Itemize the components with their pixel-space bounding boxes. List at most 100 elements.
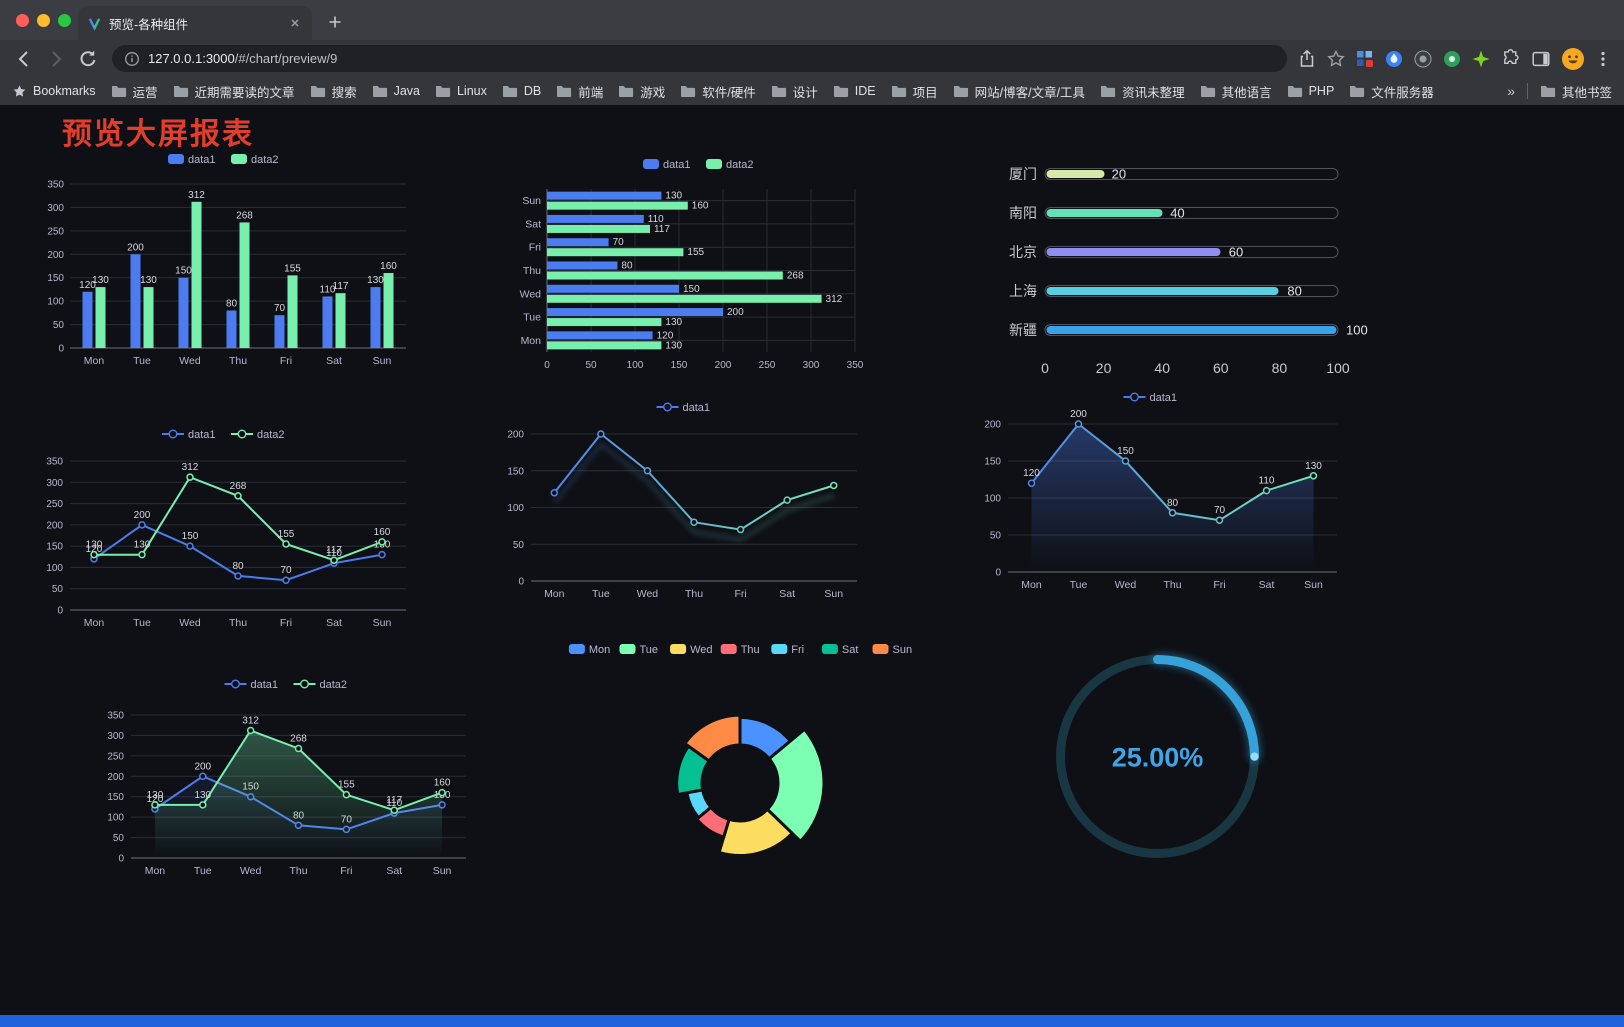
forward-button[interactable] bbox=[42, 45, 70, 73]
svg-text:150: 150 bbox=[507, 466, 524, 477]
url-path: /#/chart/preview/9 bbox=[234, 51, 338, 66]
back-button[interactable] bbox=[10, 45, 38, 73]
svg-text:100: 100 bbox=[984, 494, 1001, 505]
bookmark-folder[interactable]: 网站/博客/文章/工具 bbox=[953, 82, 1085, 101]
svg-text:data2: data2 bbox=[726, 159, 754, 171]
site-info-icon[interactable] bbox=[124, 51, 140, 67]
svg-text:data1: data1 bbox=[663, 159, 691, 171]
svg-text:Wed: Wed bbox=[240, 865, 262, 877]
window-zoom-button[interactable] bbox=[58, 14, 71, 27]
bookmark-folder[interactable]: Java bbox=[372, 84, 420, 98]
svg-text:Thu: Thu bbox=[685, 588, 703, 600]
svg-text:150: 150 bbox=[46, 542, 63, 553]
horizontal-bar-chart: data1 data2 0 50 100 150 200 250 300 350 Sun Sat Fri… bbox=[505, 153, 895, 378]
folder-icon bbox=[771, 86, 786, 97]
svg-text:120: 120 bbox=[79, 280, 96, 291]
side-panel-icon[interactable] bbox=[1530, 48, 1552, 70]
bookmark-folder[interactable]: 文件服务器 bbox=[1349, 82, 1434, 101]
bookmark-folder[interactable]: 项目 bbox=[891, 82, 938, 101]
svg-text:上海: 上海 bbox=[1009, 283, 1037, 299]
other-bookmarks-item[interactable]: 其他书签 bbox=[1540, 82, 1612, 101]
svg-text:300: 300 bbox=[46, 478, 63, 489]
svg-text:200: 200 bbox=[107, 772, 124, 783]
svg-text:120: 120 bbox=[1023, 468, 1040, 479]
svg-text:350: 350 bbox=[107, 711, 124, 722]
extension-icon-1[interactable] bbox=[1355, 49, 1375, 69]
new-tab-button[interactable] bbox=[320, 7, 350, 37]
bookmark-star-icon[interactable] bbox=[1326, 49, 1346, 69]
svg-text:Mon: Mon bbox=[84, 617, 105, 629]
profile-avatar[interactable] bbox=[1561, 47, 1585, 71]
svg-text:Sun: Sun bbox=[522, 195, 541, 207]
other-bookmarks-label: 其他书签 bbox=[1561, 85, 1612, 100]
grouped-bar-chart: data1 data2 0 50 100 150 200 250 300 350 Mon Tue Wed… bbox=[30, 148, 420, 378]
extension-icon-3[interactable] bbox=[1413, 49, 1433, 69]
svg-text:新疆: 新疆 bbox=[1009, 322, 1037, 338]
bookmarks-overflow-chevron[interactable]: » bbox=[1507, 83, 1515, 99]
bookmark-folder[interactable]: 其他语言 bbox=[1200, 82, 1272, 101]
bookmark-folder[interactable]: 游戏 bbox=[618, 82, 665, 101]
tab-close-icon[interactable] bbox=[287, 15, 303, 31]
svg-text:70: 70 bbox=[613, 237, 625, 248]
svg-text:110: 110 bbox=[648, 214, 664, 225]
svg-text:200: 200 bbox=[727, 307, 744, 318]
bookmark-folder[interactable]: 前端 bbox=[556, 82, 603, 101]
star-icon bbox=[13, 84, 26, 96]
svg-text:0: 0 bbox=[995, 568, 1001, 579]
svg-text:100: 100 bbox=[1326, 360, 1350, 376]
bookmark-folder[interactable]: 近期需要读的文章 bbox=[173, 82, 295, 101]
folder-icon bbox=[502, 86, 517, 97]
bookmark-folder[interactable]: 搜索 bbox=[310, 82, 357, 101]
svg-text:60: 60 bbox=[1229, 245, 1243, 260]
svg-text:100: 100 bbox=[627, 360, 644, 371]
extension-icon-2[interactable] bbox=[1384, 49, 1404, 69]
browser-tab[interactable]: 预览-各种组件 bbox=[78, 6, 312, 40]
bookmark-folder[interactable]: 设计 bbox=[771, 82, 818, 101]
reload-button[interactable] bbox=[74, 45, 102, 73]
folder-icon bbox=[111, 86, 126, 97]
svg-text:Tue: Tue bbox=[133, 617, 151, 629]
bookmark-folder[interactable]: 运营 bbox=[111, 82, 158, 101]
svg-text:200: 200 bbox=[507, 430, 524, 441]
extension-icon-4[interactable] bbox=[1442, 49, 1462, 69]
share-icon[interactable] bbox=[1297, 49, 1317, 69]
bookmark-folder[interactable]: Linux bbox=[435, 84, 487, 98]
svg-text:268: 268 bbox=[787, 271, 804, 282]
bookmark-folder[interactable]: 资讯未整理 bbox=[1100, 82, 1185, 101]
svg-text:120: 120 bbox=[147, 794, 164, 805]
bookmark-folder[interactable]: 软件/硬件 bbox=[680, 82, 756, 101]
menu-icon[interactable] bbox=[1594, 50, 1612, 68]
page-title: 预览大屏报表 bbox=[62, 118, 254, 151]
svg-text:300: 300 bbox=[107, 731, 124, 742]
svg-text:Sat: Sat bbox=[386, 865, 402, 877]
svg-text:200: 200 bbox=[715, 360, 732, 371]
svg-text:Fri: Fri bbox=[734, 588, 746, 600]
url-text[interactable]: 127.0.0.1:3000/#/chart/preview/9 bbox=[148, 51, 337, 66]
address-bar[interactable]: 127.0.0.1:3000/#/chart/preview/9 bbox=[112, 45, 1287, 72]
extension-icon-5[interactable] bbox=[1471, 49, 1491, 69]
svg-text:130: 130 bbox=[134, 540, 151, 551]
svg-text:data2: data2 bbox=[257, 429, 285, 441]
svg-text:Sat: Sat bbox=[326, 355, 342, 367]
bookmarks-bar: Bookmarks 运营 近期需要读的文章 搜索 Java Linux DB 前端 游戏 软件/… bbox=[0, 77, 1624, 105]
svg-text:160: 160 bbox=[692, 201, 709, 212]
browser-window: 预览-各种组件 127.0.0.1:3000/#/chart/preview/9 bbox=[0, 0, 1624, 105]
svg-text:Mon: Mon bbox=[521, 335, 542, 347]
extensions-puzzle-icon[interactable] bbox=[1500, 48, 1521, 69]
bookmark-folder-label: 运营 bbox=[132, 85, 158, 100]
bookmark-folder-label: PHP bbox=[1308, 84, 1335, 98]
svg-text:200: 200 bbox=[127, 242, 144, 253]
bookmark-folder-label: DB bbox=[523, 84, 542, 98]
bookmark-folder[interactable]: DB bbox=[502, 84, 541, 98]
bookmarks-manager-item[interactable]: Bookmarks bbox=[12, 84, 96, 99]
svg-text:312: 312 bbox=[188, 190, 205, 201]
svg-text:155: 155 bbox=[284, 263, 301, 274]
bookmark-folder[interactable]: PHP bbox=[1287, 84, 1335, 98]
svg-text:50: 50 bbox=[53, 320, 65, 331]
svg-text:150: 150 bbox=[683, 284, 700, 295]
folder-icon bbox=[372, 86, 387, 97]
bookmark-folder[interactable]: IDE bbox=[833, 84, 876, 98]
window-close-button[interactable] bbox=[16, 14, 29, 27]
folder-icon bbox=[833, 86, 848, 97]
window-minimize-button[interactable] bbox=[37, 14, 50, 27]
